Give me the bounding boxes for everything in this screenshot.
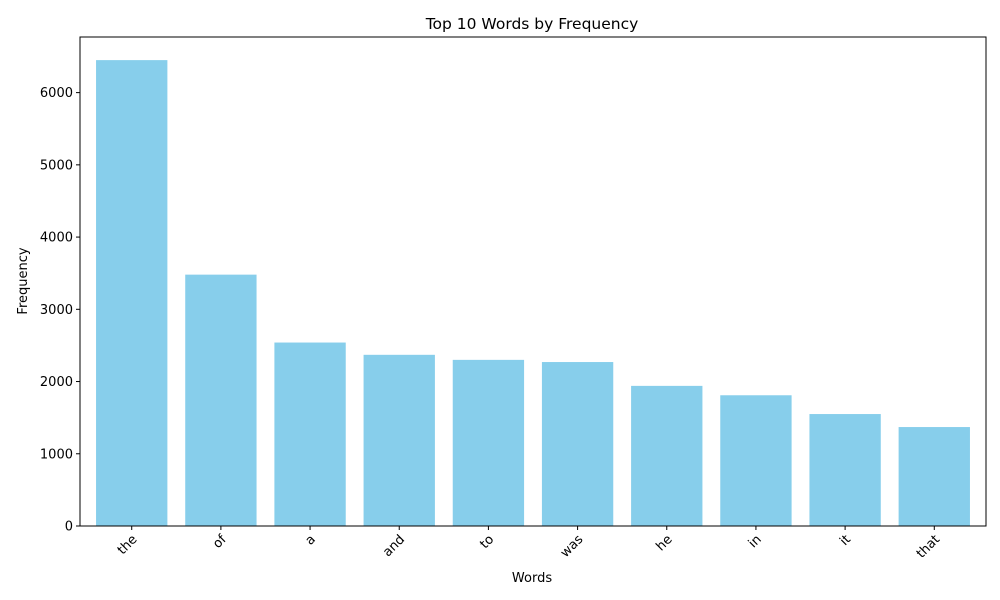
bar-in	[720, 395, 792, 526]
bar-that	[898, 427, 970, 526]
chart-title: Top 10 Words by Frequency	[425, 15, 639, 33]
plot-frame	[79, 36, 987, 527]
x-tick-label: a	[303, 532, 319, 548]
y-axis-title: Frequency	[16, 247, 31, 314]
x-tick-label: of	[210, 532, 230, 552]
y-tick-label: 0	[65, 520, 73, 535]
y-tick-label: 2000	[40, 375, 73, 390]
x-tick-label: he	[653, 532, 675, 554]
x-tick-label: to	[477, 532, 497, 552]
y-tick-label: 6000	[40, 86, 73, 101]
x-tick-label: that	[914, 532, 943, 561]
bar-of	[185, 274, 257, 526]
y-tick-label: 4000	[40, 231, 73, 246]
y-tick-label: 1000	[40, 447, 73, 462]
x-tick-label: and	[380, 532, 408, 560]
bar-a	[274, 342, 346, 526]
plot-area: 0 1000 2000 3000 4000 5000 6000 the of a and to was h…	[40, 60, 970, 562]
x-tick-label: the	[115, 532, 141, 558]
x-tick-label: it	[837, 532, 854, 549]
x-tick-label: was	[558, 532, 587, 561]
y-tick-label: 5000	[40, 158, 73, 173]
bar-and	[363, 354, 435, 526]
y-tick-label: 3000	[40, 303, 73, 318]
bar-he	[631, 385, 703, 526]
bar-was	[541, 362, 614, 526]
bar-it	[809, 414, 881, 526]
bar-the	[96, 60, 168, 526]
x-tick-label: in	[746, 532, 765, 551]
bar-to	[452, 359, 525, 526]
x-axis-title: Words	[512, 571, 552, 586]
